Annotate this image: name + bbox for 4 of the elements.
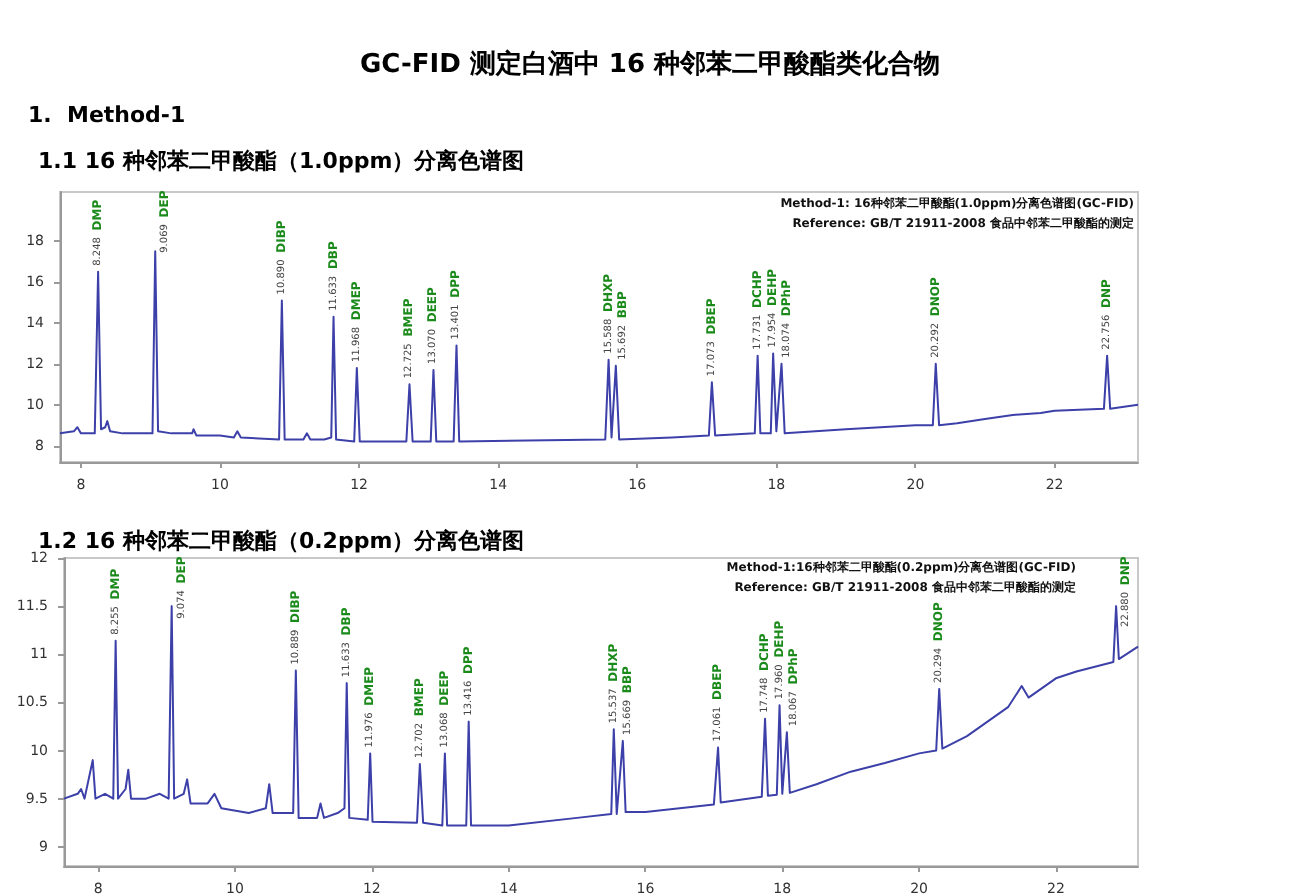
text: GC-FID 测定白酒中 16 种邻苯二甲酸酯类化合物 — [359, 48, 941, 80]
chart-title: 1.1 16 种邻苯二甲酸酯（1.0ppm）分离色谱图 — [38, 148, 525, 174]
text: 1. Method-1 — [28, 102, 186, 128]
chart-title: 1.2 16 种邻苯二甲酸酯（0.2ppm）分离色谱图 — [38, 528, 525, 554]
